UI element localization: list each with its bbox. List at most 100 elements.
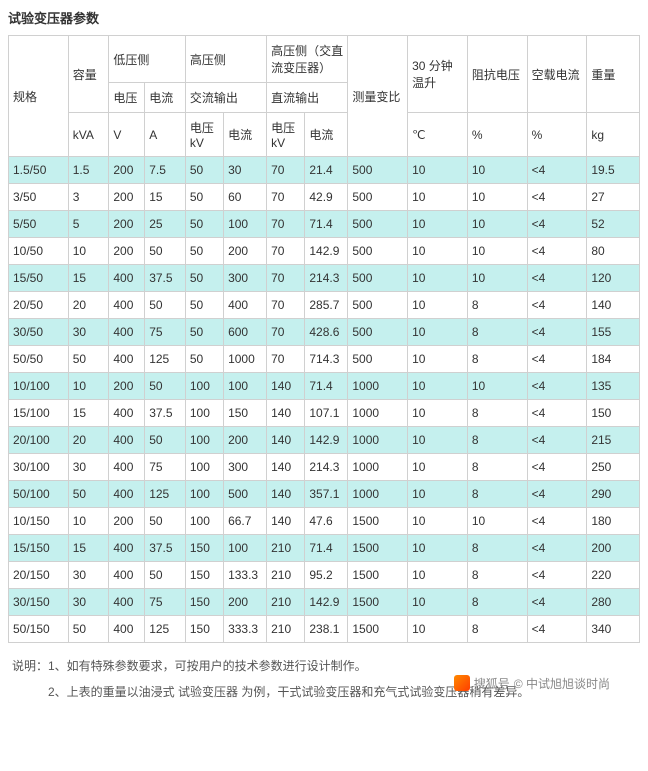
table-cell: 15 — [68, 535, 109, 562]
table-cell: 10 — [408, 400, 468, 427]
table-cell: 3 — [68, 184, 109, 211]
table-cell: 27 — [587, 184, 640, 211]
table-cell: 15 — [68, 265, 109, 292]
table-cell: 200 — [224, 238, 267, 265]
table-cell: 10 — [408, 292, 468, 319]
table-cell: 100 — [185, 427, 223, 454]
table-cell: 215 — [587, 427, 640, 454]
table-cell: 19.5 — [587, 157, 640, 184]
table-cell: 200 — [109, 211, 145, 238]
table-cell: 300 — [224, 454, 267, 481]
table-cell: 10 — [68, 238, 109, 265]
table-cell: 142.9 — [305, 589, 348, 616]
col-lv: 低压侧 — [109, 36, 185, 83]
table-cell: 70 — [267, 319, 305, 346]
table-cell: 285.7 — [305, 292, 348, 319]
table-cell: 50/150 — [9, 616, 69, 643]
table-cell: 200 — [109, 157, 145, 184]
table-cell: 5 — [68, 211, 109, 238]
table-cell: 1500 — [348, 535, 408, 562]
table-cell: 50 — [145, 427, 186, 454]
table-row: 3/5032001550607042.95001010<427 — [9, 184, 640, 211]
table-cell: 140 — [267, 454, 305, 481]
table-cell: 210 — [267, 535, 305, 562]
table-row: 30/5030400755060070428.6500108<4155 — [9, 319, 640, 346]
table-cell: 8 — [467, 346, 527, 373]
table-cell: 95.2 — [305, 562, 348, 589]
table-cell: 100 — [224, 211, 267, 238]
table-cell: 20 — [68, 292, 109, 319]
table-cell: 1.5 — [68, 157, 109, 184]
table-cell: 1000 — [348, 400, 408, 427]
table-row: 10/100102005010010014071.410001010<4135 — [9, 373, 640, 400]
table-cell: 200 — [587, 535, 640, 562]
table-cell: 70 — [267, 292, 305, 319]
table-cell: 142.9 — [305, 427, 348, 454]
table-cell: <4 — [527, 427, 587, 454]
table-cell: <4 — [527, 535, 587, 562]
table-cell: 238.1 — [305, 616, 348, 643]
table-cell: 30/150 — [9, 589, 69, 616]
table-cell: 200 — [109, 184, 145, 211]
table-cell: 50 — [145, 373, 186, 400]
table-row: 30/1503040075150200210142.91500108<4280 — [9, 589, 640, 616]
table-cell: 70 — [267, 184, 305, 211]
table-cell: 10 — [408, 508, 468, 535]
table-cell: 50/100 — [9, 481, 69, 508]
col-temp: 30 分钟温升 — [408, 36, 468, 113]
unit-pct2: % — [527, 113, 587, 157]
table-cell: 150 — [224, 400, 267, 427]
table-cell: 140 — [267, 508, 305, 535]
table-cell: <4 — [527, 265, 587, 292]
table-cell: 100 — [224, 373, 267, 400]
table-cell: 200 — [109, 508, 145, 535]
table-cell: 400 — [224, 292, 267, 319]
table-cell: 70 — [267, 157, 305, 184]
table-cell: 400 — [109, 400, 145, 427]
table-cell: 20/150 — [9, 562, 69, 589]
col-hvacdc: 高压侧（交直流变压器） — [267, 36, 348, 83]
table-cell: 500 — [348, 157, 408, 184]
table-cell: 8 — [467, 319, 527, 346]
col-spec: 规格 — [9, 36, 69, 157]
table-cell: 50 — [145, 292, 186, 319]
table-cell: 180 — [587, 508, 640, 535]
table-cell: 30 — [68, 454, 109, 481]
table-cell: 50 — [185, 346, 223, 373]
table-cell: 8 — [467, 616, 527, 643]
table-cell: 1500 — [348, 562, 408, 589]
table-cell: 428.6 — [305, 319, 348, 346]
table-cell: 10/150 — [9, 508, 69, 535]
table-cell: 42.9 — [305, 184, 348, 211]
table-cell: 30 — [68, 589, 109, 616]
table-cell: 30 — [224, 157, 267, 184]
unit-kg: kg — [587, 113, 640, 157]
table-cell: <4 — [527, 373, 587, 400]
table-cell: 100 — [224, 535, 267, 562]
table-cell: 8 — [467, 400, 527, 427]
table-row: 1.5/501.52007.550307021.45001010<419.5 — [9, 157, 640, 184]
table-cell: 50 — [185, 292, 223, 319]
table-cell: 10 — [408, 481, 468, 508]
table-cell: 71.4 — [305, 211, 348, 238]
col-imp: 阻抗电压 — [467, 36, 527, 113]
table-cell: 100 — [185, 400, 223, 427]
table-cell: 50 — [185, 157, 223, 184]
table-cell: 15 — [145, 184, 186, 211]
table-cell: 50 — [145, 508, 186, 535]
table-cell: 8 — [467, 589, 527, 616]
table-head: 规格 容量 低压侧 高压侧 高压侧（交直流变压器） 测量变比 30 分钟温升 阻… — [9, 36, 640, 157]
table-cell: 52 — [587, 211, 640, 238]
page-title: 试验变压器参数 — [8, 8, 640, 27]
table-cell: 15 — [68, 400, 109, 427]
col-noload: 空载电流 — [527, 36, 587, 113]
table-cell: 400 — [109, 319, 145, 346]
table-cell: 210 — [267, 562, 305, 589]
table-cell: 10 — [408, 427, 468, 454]
table-cell: 10 — [467, 184, 527, 211]
table-cell: 50/50 — [9, 346, 69, 373]
table-cell: 10 — [408, 265, 468, 292]
table-cell: 1000 — [348, 454, 408, 481]
table-row: 50/15050400125150333.3210238.11500108<43… — [9, 616, 640, 643]
table-cell: 10 — [68, 508, 109, 535]
